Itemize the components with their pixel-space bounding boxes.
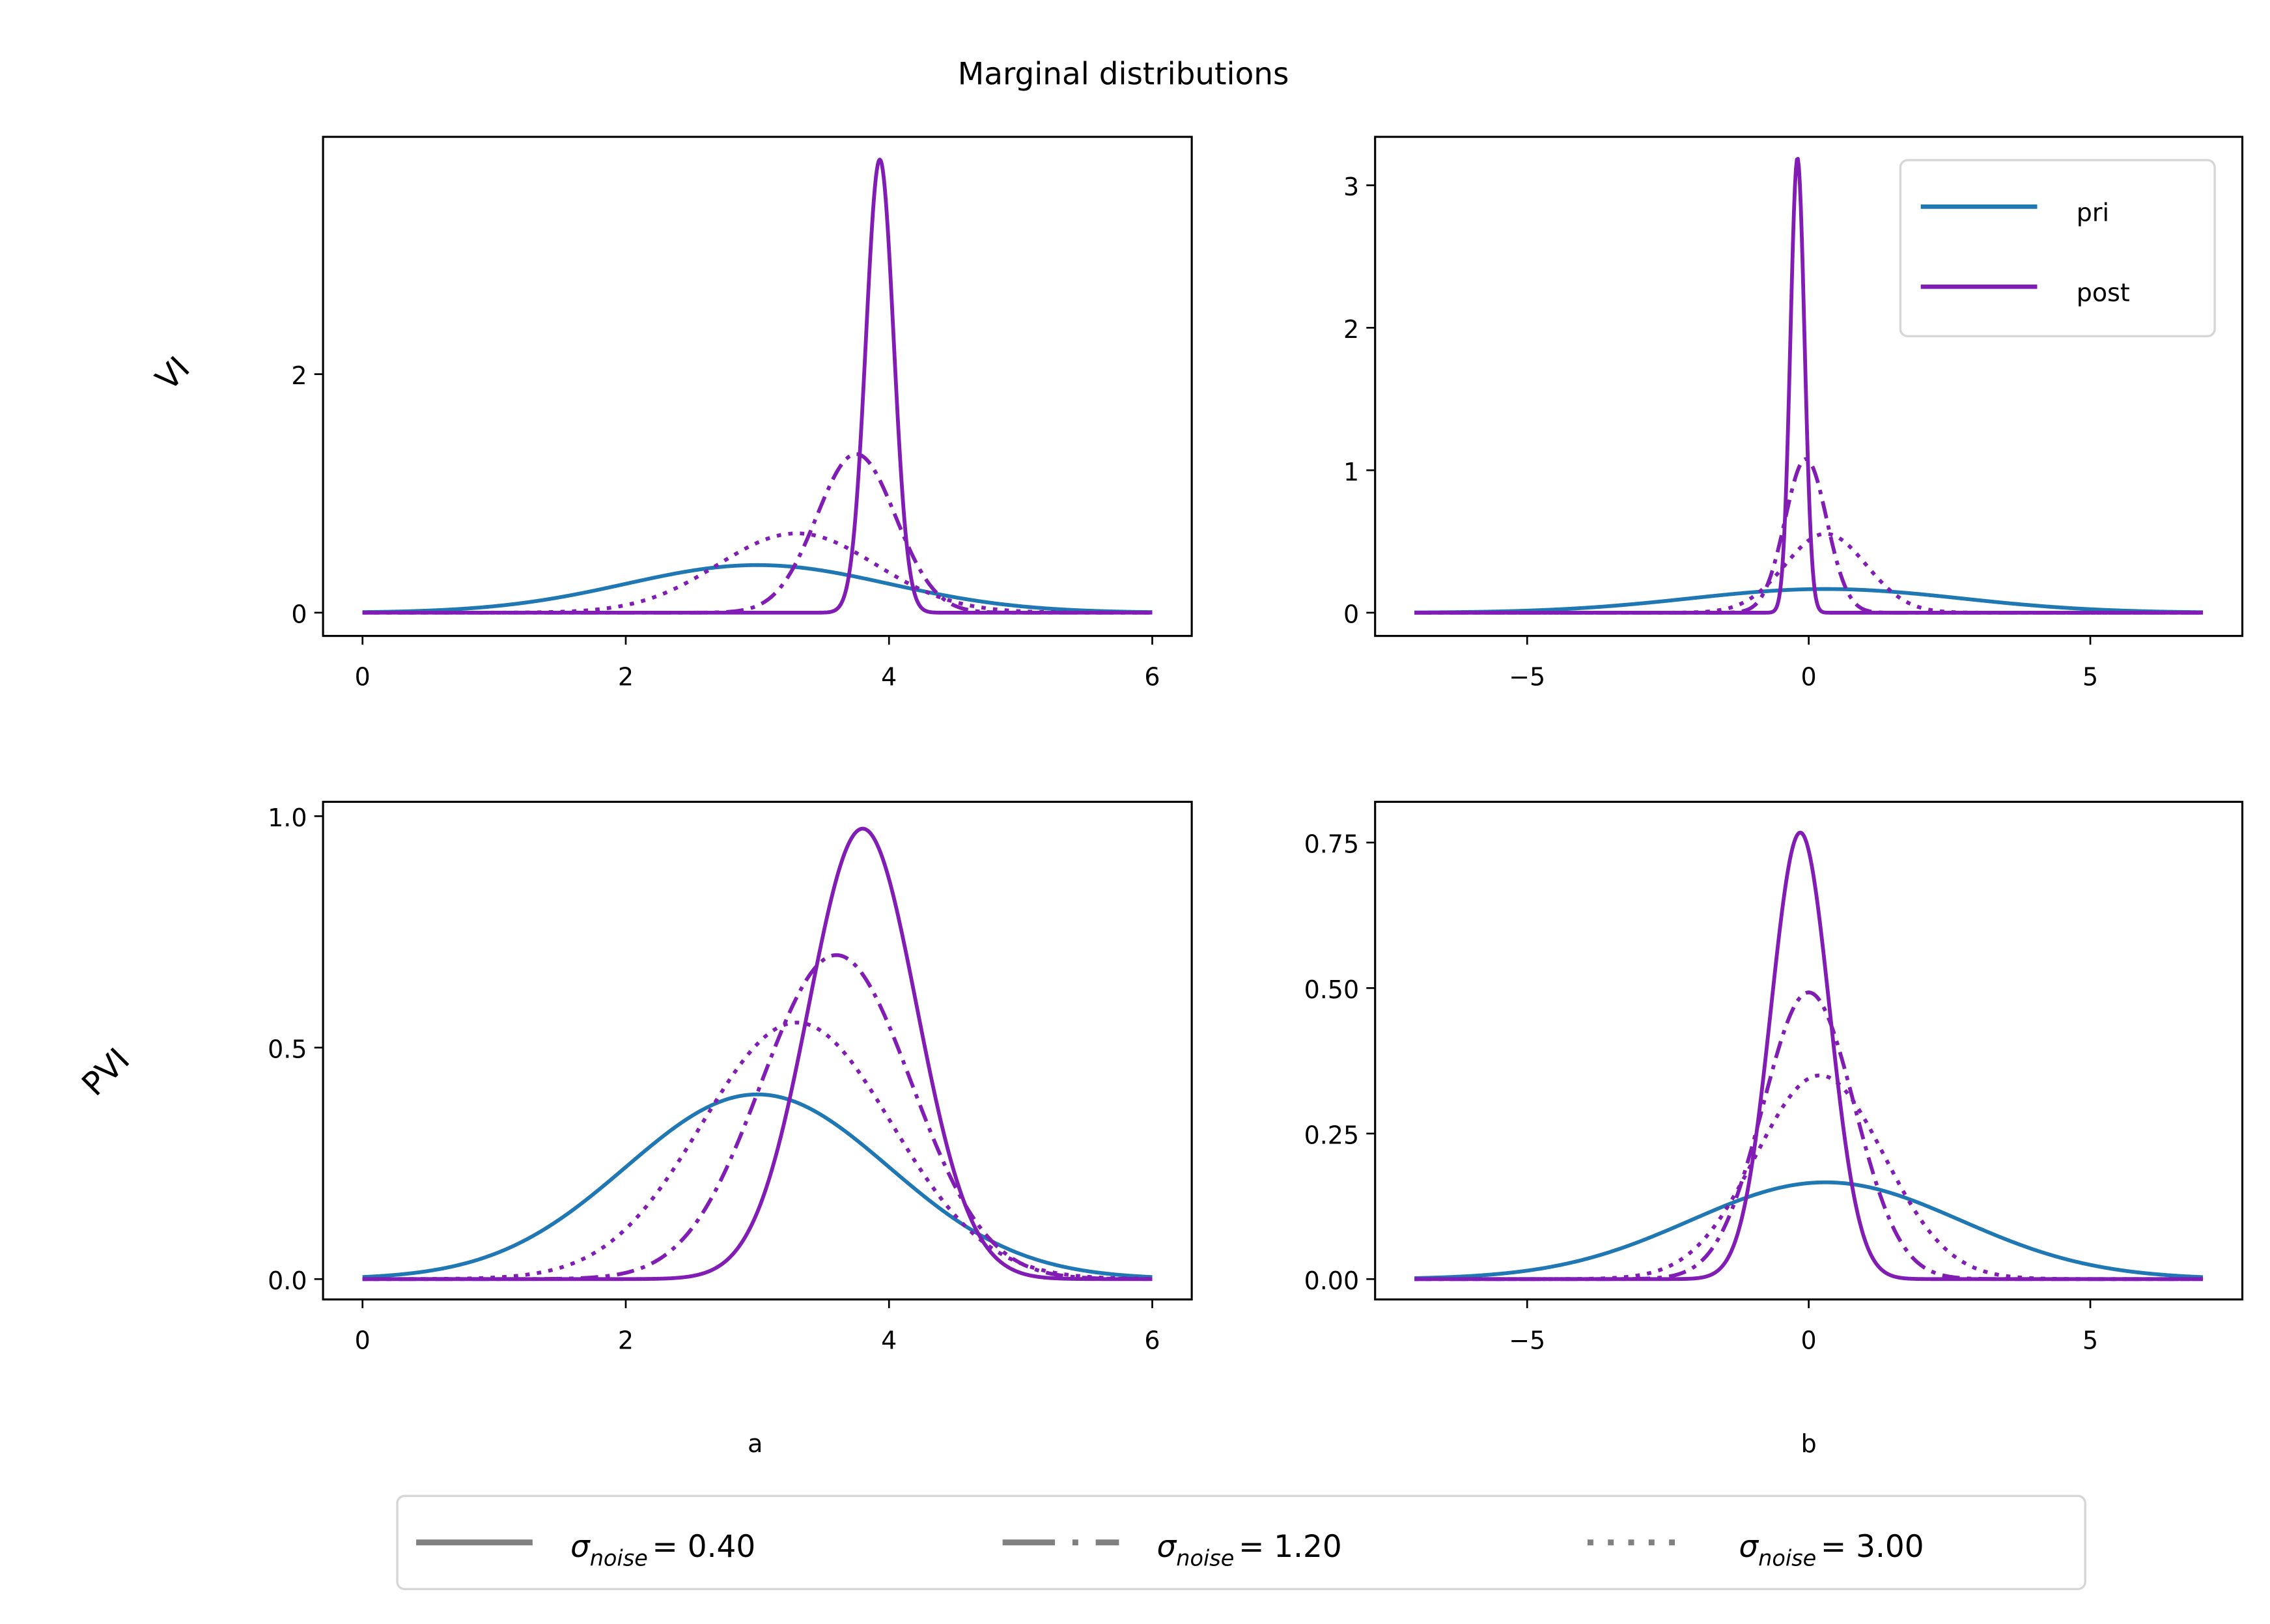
x-axis-label-a: a (748, 1429, 763, 1458)
x-tick-label: −5 (1509, 663, 1545, 692)
series-posterior-dashdot (1413, 990, 2204, 1281)
y-tick-label: 1.0 (268, 804, 307, 832)
x-tick-label: 0 (1801, 663, 1817, 692)
legend-label-post: post (2077, 279, 2130, 307)
x-tick-label: −5 (1509, 1326, 1545, 1355)
legend-label-noise-300: σnoise = 3.00 (1739, 1529, 1924, 1571)
x-tick-label: 6 (1144, 1326, 1160, 1355)
series-posterior-dotted (361, 531, 1153, 615)
series-posterior-dotted (361, 1020, 1153, 1281)
y-tick-label: 0.50 (1304, 975, 1360, 1004)
x-tick-label: 2 (618, 1326, 634, 1355)
y-tick-label: 0.0 (268, 1267, 307, 1295)
panel-1: −5 0 5 0 1 2 3 (1343, 135, 2244, 692)
x-axis-label-b: b (1801, 1429, 1817, 1458)
y-tick-label: 3 (1343, 173, 1359, 201)
row-label-vi: VI (148, 349, 197, 398)
legend-top: pri post (1899, 159, 2216, 337)
x-tick-label: 2 (618, 663, 634, 692)
y-tick-label: 2 (291, 361, 307, 390)
y-tick-label: 2 (1343, 315, 1359, 344)
series-prior-solid (1413, 1180, 2204, 1280)
legend-label-noise-040: σnoise = 0.40 (570, 1529, 755, 1571)
y-tick-label: 0 (291, 600, 307, 629)
legend-label-pri: pri (2077, 199, 2109, 227)
x-tick-label: 4 (881, 1326, 897, 1355)
panel-3: −5 0 5 0.00 0.25 0.50 0.75 (1304, 800, 2244, 1355)
panel-2: 0 2 4 6 0.0 0.5 1.0 (268, 800, 1193, 1355)
axes-frame (322, 800, 1193, 1301)
series-prior-solid (361, 1092, 1153, 1280)
axes-frame (1374, 800, 2244, 1301)
series-posterior-dotted (1413, 531, 2204, 615)
legend-bottom-frame (396, 1494, 2086, 1590)
series-posterior-solid (361, 826, 1153, 1281)
y-tick-label: 0.5 (268, 1035, 307, 1063)
series-posterior-dotted (1413, 1073, 2204, 1281)
y-tick-label: 0.25 (1304, 1121, 1360, 1149)
y-tick-label: 0 (1343, 600, 1359, 629)
y-tick-label: 1 (1343, 458, 1359, 486)
legend-top-frame (1899, 159, 2216, 337)
legend-label-noise-120: σnoise = 1.20 (1157, 1529, 1342, 1571)
axes-frame (322, 135, 1193, 637)
x-tick-label: 5 (2082, 663, 2098, 692)
x-tick-label: 0 (1801, 1326, 1817, 1355)
x-tick-label: 0 (355, 1326, 371, 1355)
x-tick-label: 5 (2082, 1326, 2098, 1355)
figure-title: Marginal distributions (958, 57, 1289, 92)
row-label-pvi: PVI (74, 1041, 137, 1103)
series-posterior-dashdot (361, 452, 1153, 615)
series-posterior-solid (1413, 830, 2204, 1281)
y-tick-label: 0.00 (1304, 1267, 1360, 1295)
x-tick-label: 0 (355, 663, 371, 692)
series-posterior-dashdot (361, 953, 1153, 1281)
y-tick-label: 0.75 (1304, 830, 1360, 859)
series-prior-solid (361, 563, 1153, 614)
x-tick-label: 6 (1144, 663, 1160, 692)
panel-0: 0 2 4 6 0 2 (291, 135, 1193, 692)
x-tick-label: 4 (881, 663, 897, 692)
series-prior-solid (1413, 587, 2204, 615)
legend-bottom: σnoise = 0.40 σnoise = 1.20 σnoise = 3.00 (396, 1494, 2086, 1590)
